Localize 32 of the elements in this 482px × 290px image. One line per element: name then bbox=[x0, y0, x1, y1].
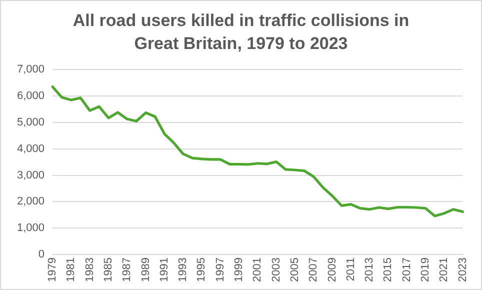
y-tick-label: 2,000 bbox=[16, 196, 45, 208]
x-tick-label: 1989 bbox=[140, 258, 152, 282]
y-tick-label: 6,000 bbox=[16, 90, 45, 102]
x-tick-label: 2011 bbox=[344, 258, 357, 282]
x-tick-label: 2017 bbox=[400, 258, 413, 282]
x-tick-label: 2015 bbox=[382, 258, 394, 282]
y-tick-label: 7,000 bbox=[16, 64, 45, 76]
x-tick-label: 2021 bbox=[438, 258, 450, 282]
x-tick-label: 1999 bbox=[233, 258, 246, 282]
y-tick-label: 4,000 bbox=[16, 142, 45, 155]
x-tick-label: 1995 bbox=[196, 258, 208, 282]
x-tick-label: 1997 bbox=[214, 258, 226, 282]
x-tick-label: 1987 bbox=[121, 258, 134, 282]
chart-title: All road users killed in traffic collisions in Great Britain, 1979 to 2023 bbox=[72, 10, 410, 55]
y-tick-label: 3,000 bbox=[16, 169, 45, 182]
y-tick-label: 5,000 bbox=[16, 116, 45, 128]
x-tick-label: 2013 bbox=[364, 258, 376, 282]
x-tick-label: 2003 bbox=[270, 258, 282, 282]
x-tick-label: 1993 bbox=[177, 258, 190, 282]
x-tick-label: 1983 bbox=[84, 258, 96, 282]
x-tick-label: 1979 bbox=[46, 258, 59, 282]
y-tick-label: 1,000 bbox=[16, 222, 45, 234]
x-tick-label: 2023 bbox=[456, 258, 469, 282]
x-tick-label: 1981 bbox=[65, 258, 78, 282]
x-tick-label: 2009 bbox=[326, 258, 338, 282]
x-tick-label: 2019 bbox=[420, 258, 432, 282]
x-tick-label: 1985 bbox=[102, 258, 115, 282]
x-tick-label: 2005 bbox=[288, 258, 301, 282]
x-tick-label: 2007 bbox=[308, 258, 320, 282]
y-tick-label: 0 bbox=[38, 248, 45, 261]
x-tick-label: 1991 bbox=[158, 258, 170, 282]
x-tick-label: 2001 bbox=[252, 258, 264, 282]
